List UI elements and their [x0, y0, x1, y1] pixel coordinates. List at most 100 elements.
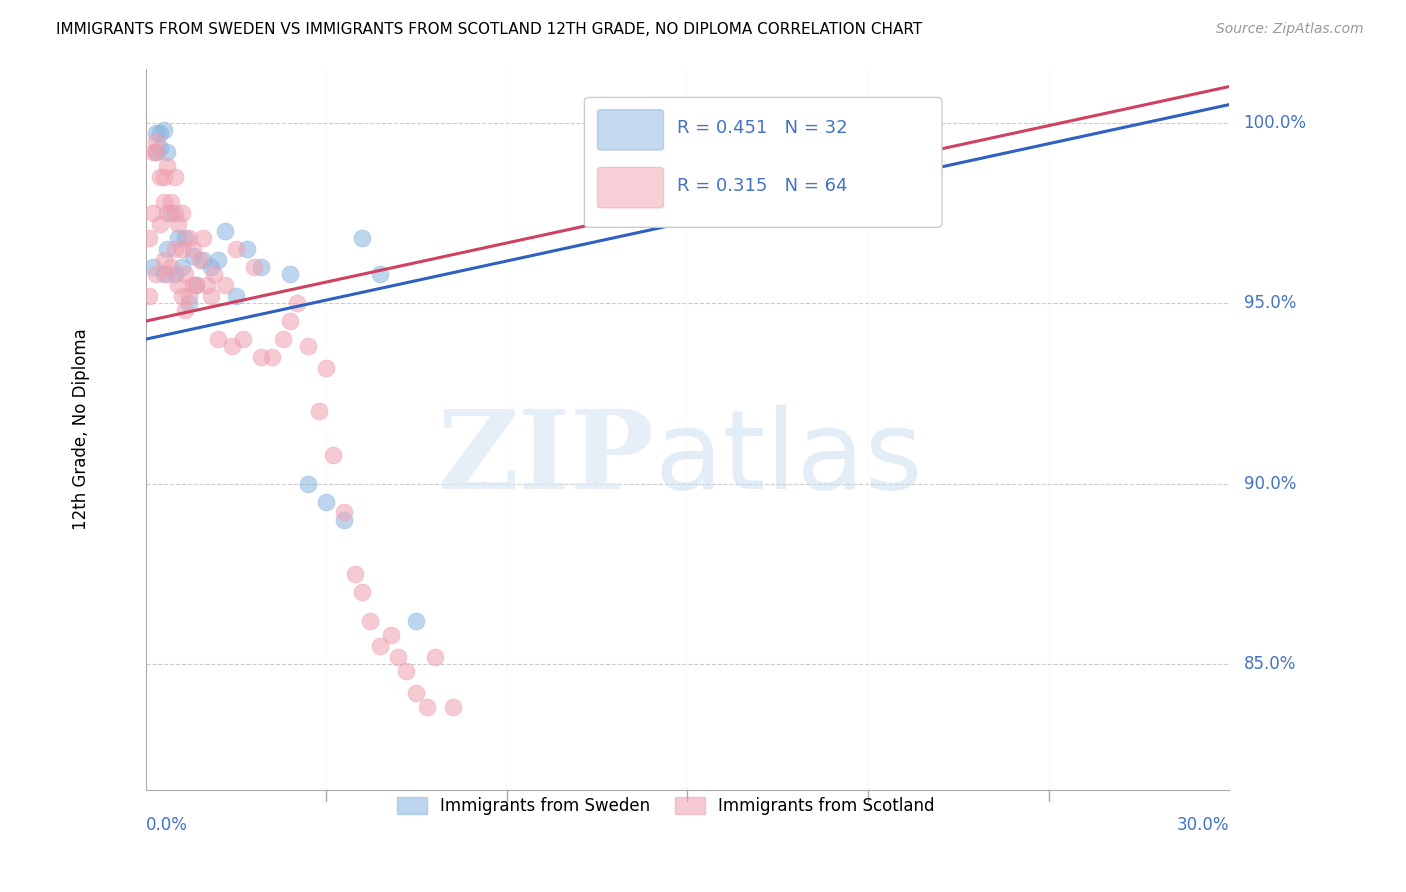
Point — [145, 134, 167, 148]
Point — [174, 267, 197, 281]
Point — [177, 289, 200, 303]
Point — [163, 206, 186, 220]
Point — [170, 260, 193, 274]
Point — [315, 494, 337, 508]
Text: 30.0%: 30.0% — [1177, 815, 1229, 834]
Point — [152, 252, 174, 267]
Point — [177, 296, 200, 310]
Point — [152, 195, 174, 210]
Point — [322, 448, 344, 462]
Point — [200, 289, 222, 303]
Point — [278, 267, 301, 281]
Point — [278, 314, 301, 328]
Point — [170, 206, 193, 220]
Point — [156, 159, 179, 173]
Text: IMMIGRANTS FROM SWEDEN VS IMMIGRANTS FROM SCOTLAND 12TH GRADE, NO DIPLOMA CORREL: IMMIGRANTS FROM SWEDEN VS IMMIGRANTS FRO… — [56, 22, 922, 37]
Point — [145, 145, 167, 159]
Point — [214, 224, 236, 238]
Point — [156, 242, 179, 256]
Point — [163, 267, 186, 281]
Point — [315, 361, 337, 376]
Point — [250, 351, 273, 365]
Text: Source: ZipAtlas.com: Source: ZipAtlas.com — [1216, 22, 1364, 37]
Point — [352, 585, 374, 599]
Point — [167, 231, 190, 245]
Point — [174, 303, 197, 318]
Point — [156, 267, 179, 281]
Point — [405, 614, 427, 628]
Point — [170, 242, 193, 256]
Point — [207, 332, 229, 346]
Text: 95.0%: 95.0% — [1243, 294, 1296, 312]
Point — [202, 267, 225, 281]
Point — [225, 289, 247, 303]
Text: 100.0%: 100.0% — [1243, 113, 1306, 132]
Point — [149, 127, 172, 141]
Point — [333, 505, 356, 519]
Point — [181, 249, 204, 263]
Point — [271, 332, 294, 346]
Legend: Immigrants from Sweden, Immigrants from Scotland: Immigrants from Sweden, Immigrants from … — [389, 790, 942, 822]
Point — [352, 231, 374, 245]
Text: 85.0%: 85.0% — [1243, 655, 1296, 673]
Point — [152, 267, 174, 281]
Point — [285, 296, 308, 310]
Point — [138, 289, 160, 303]
Point — [160, 206, 183, 220]
Point — [250, 260, 273, 274]
Point — [260, 351, 283, 365]
Point — [163, 242, 186, 256]
Point — [160, 195, 183, 210]
Point — [243, 260, 266, 274]
Point — [195, 278, 218, 293]
Point — [186, 278, 208, 293]
Point — [405, 686, 427, 700]
Point — [152, 169, 174, 184]
Point — [232, 332, 254, 346]
Point — [359, 614, 381, 628]
Point — [297, 476, 319, 491]
Point — [167, 217, 190, 231]
Point — [156, 145, 179, 159]
Point — [200, 260, 222, 274]
Point — [186, 278, 208, 293]
Point — [235, 242, 257, 256]
Point — [221, 339, 243, 353]
Point — [149, 217, 172, 231]
Text: atlas: atlas — [655, 405, 924, 512]
Point — [142, 145, 165, 159]
Point — [167, 278, 190, 293]
Point — [152, 123, 174, 137]
Point — [193, 231, 215, 245]
FancyBboxPatch shape — [585, 97, 942, 227]
FancyBboxPatch shape — [598, 168, 664, 208]
Text: R = 0.451   N = 32: R = 0.451 N = 32 — [676, 120, 848, 137]
Point — [156, 206, 179, 220]
Point — [145, 145, 167, 159]
Point — [163, 169, 186, 184]
Point — [441, 700, 464, 714]
Point — [370, 639, 392, 653]
Point — [387, 649, 409, 664]
Text: R = 0.315   N = 64: R = 0.315 N = 64 — [676, 178, 846, 195]
Text: ZIP: ZIP — [439, 405, 655, 512]
Point — [207, 252, 229, 267]
Point — [423, 649, 446, 664]
Point — [333, 513, 356, 527]
Point — [188, 252, 211, 267]
Point — [380, 628, 402, 642]
Point — [344, 566, 367, 581]
Point — [308, 404, 330, 418]
Point — [138, 231, 160, 245]
Point — [416, 700, 439, 714]
Point — [142, 206, 165, 220]
Point — [149, 141, 172, 155]
Point — [395, 665, 418, 679]
Point — [177, 231, 200, 245]
Point — [181, 278, 204, 293]
Text: 12th Grade, No Diploma: 12th Grade, No Diploma — [72, 328, 90, 531]
Point — [193, 252, 215, 267]
Point — [149, 169, 172, 184]
Text: 0.0%: 0.0% — [146, 815, 187, 834]
Point — [160, 260, 183, 274]
